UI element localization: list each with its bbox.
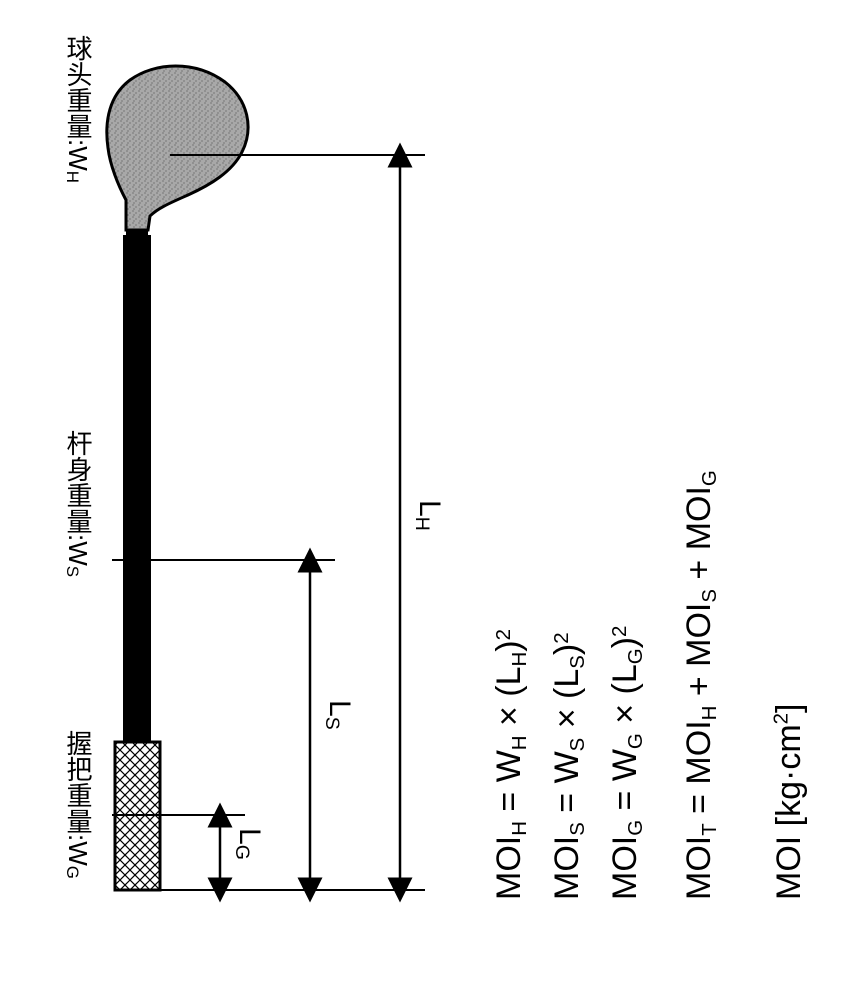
head-weight-label: 球头重量:WH [60,35,97,183]
grip-weight-label: 握把重量:WG [60,730,97,879]
formula-moi-g: MOIG = WG × (LG)2 [606,626,648,900]
dim-ls-label: LS [320,700,356,730]
club-head [107,66,248,230]
formula-moi-s: MOIS = WS × (LS)2 [548,632,590,900]
dim-lh-label: LH [410,500,446,531]
shaft [123,235,151,742]
shaft-weight-label: 杆身重量:WS [60,430,97,577]
formula-moi-h: MOIH = WH × (LH)2 [490,629,532,900]
moi-units: MOI [kg·cm2] [770,704,809,900]
formula-moi-t: MOIT = MOIH + MOIS + MOIG [680,470,722,900]
dim-lg-label: LG [230,828,266,860]
